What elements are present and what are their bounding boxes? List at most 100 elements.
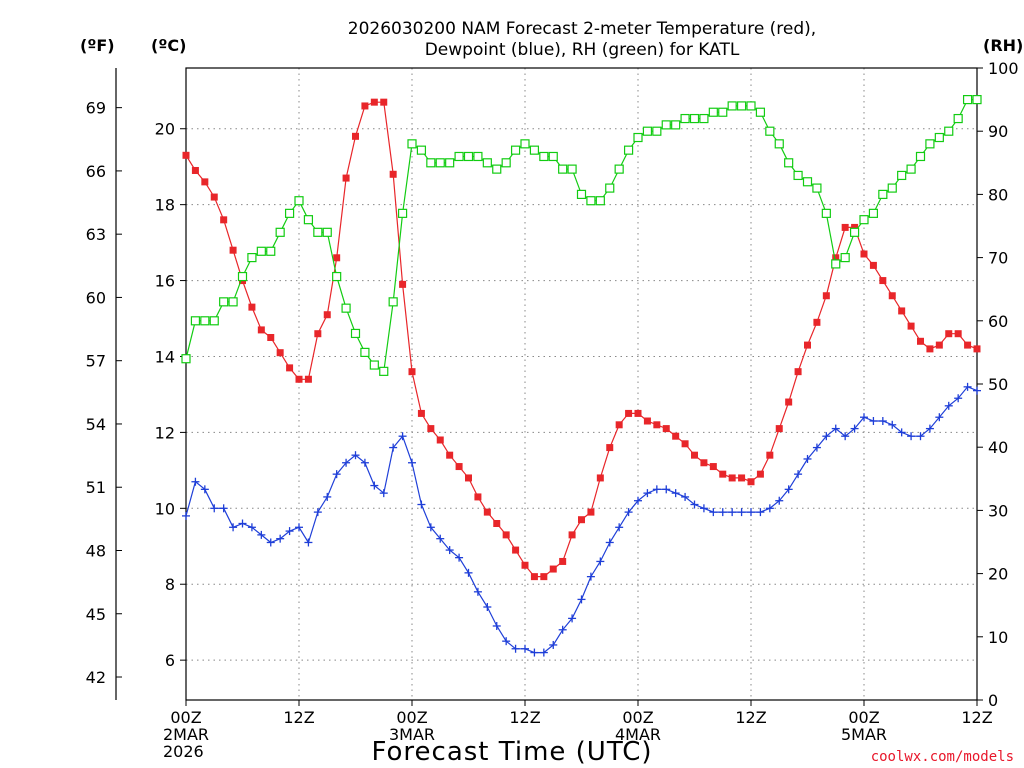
dewpoint-point bbox=[954, 394, 963, 403]
dewpoint-point bbox=[944, 401, 953, 410]
2-meter-temperature-point bbox=[559, 557, 567, 565]
dewpoint-point bbox=[973, 386, 981, 395]
dewpoint-point bbox=[841, 432, 850, 441]
x-tick-label: 12Z bbox=[735, 708, 766, 727]
2-meter-temperature-point bbox=[756, 470, 764, 478]
2-meter-temperature-point bbox=[304, 375, 312, 383]
2-meter-temperature-point bbox=[578, 516, 585, 524]
dewpoint-point bbox=[323, 492, 332, 501]
dewpoint-point bbox=[756, 508, 765, 517]
rh-point bbox=[360, 347, 370, 357]
rh-point bbox=[755, 107, 766, 117]
chart-title: 2026030200 NAM Forecast 2-meter Temperat… bbox=[348, 19, 816, 60]
2-meter-temperature-point bbox=[775, 425, 783, 433]
2-meter-temperature-point bbox=[568, 531, 576, 539]
dewpoint-point bbox=[916, 432, 925, 441]
chart-title-line-1: 2026030200 NAM Forecast 2-meter Temperat… bbox=[348, 19, 816, 39]
rh-point bbox=[294, 196, 304, 206]
dewpoint-point bbox=[728, 508, 737, 517]
2-meter-temperature-point bbox=[662, 425, 670, 433]
rh-point bbox=[350, 328, 361, 339]
rh-point bbox=[454, 151, 464, 162]
rh-point bbox=[849, 227, 860, 237]
2-meter-temperature-point bbox=[653, 421, 661, 429]
celsius-tick-label: 20 bbox=[155, 120, 175, 139]
2-meter-temperature-point bbox=[530, 573, 538, 581]
dewpoint-point bbox=[784, 485, 793, 494]
rh-point bbox=[774, 139, 784, 149]
2-meter-temperature-point bbox=[370, 98, 378, 106]
dewpoint-point bbox=[709, 508, 718, 517]
rh-point bbox=[219, 297, 229, 307]
rh-point bbox=[708, 107, 718, 117]
rh-point bbox=[614, 164, 624, 174]
rh-point bbox=[793, 170, 803, 181]
rh-point bbox=[821, 208, 831, 218]
dewpoint-point bbox=[539, 648, 548, 657]
dewpoint-point bbox=[295, 523, 303, 532]
celsius-tick-label: 6 bbox=[165, 651, 175, 670]
rh-point bbox=[529, 145, 540, 155]
dewpoint-point bbox=[605, 538, 614, 547]
2-meter-temperature-point bbox=[295, 375, 303, 383]
x-tick-label: 2026 bbox=[163, 742, 204, 761]
2-meter-temperature-point bbox=[333, 254, 341, 262]
rh-point bbox=[237, 271, 248, 282]
x-tick-label: 00Z bbox=[170, 708, 201, 727]
dewpoint-point bbox=[483, 603, 492, 612]
dewpoint-point bbox=[577, 595, 586, 604]
rh-tick-label: 100 bbox=[988, 59, 1019, 78]
rh-point bbox=[181, 354, 191, 364]
dewpoint-point bbox=[200, 485, 209, 494]
2-meter-temperature-point bbox=[813, 318, 821, 326]
x-tick-label: 5MAR bbox=[841, 725, 887, 744]
2-meter-temperature-point bbox=[973, 345, 981, 353]
2-meter-temperature-point bbox=[841, 223, 849, 231]
rh-point bbox=[510, 145, 521, 155]
x-axis-label: Forecast Time (UTC) bbox=[371, 737, 652, 767]
dewpoint-point bbox=[634, 496, 642, 505]
rh-point bbox=[868, 208, 879, 218]
rh-point bbox=[765, 126, 775, 136]
2-meter-temperature-point bbox=[954, 330, 962, 338]
rh-point bbox=[586, 196, 596, 206]
2-meter-temperature-point bbox=[427, 425, 435, 433]
dewpoint-point bbox=[332, 470, 341, 479]
2-meter-temperature-point bbox=[691, 451, 698, 459]
rh-point bbox=[680, 113, 690, 124]
dewpoint-point bbox=[285, 527, 294, 536]
dewpoint-point bbox=[360, 458, 369, 467]
2-meter-temperature-point bbox=[210, 193, 218, 201]
2-meter-temperature-point bbox=[502, 531, 510, 539]
2-meter-temperature-point bbox=[436, 436, 444, 444]
dewpoint-point bbox=[398, 432, 407, 441]
dewpoint-point bbox=[389, 443, 398, 452]
dewpoint-point bbox=[699, 504, 708, 513]
dewpoint-point bbox=[257, 530, 266, 539]
2-meter-temperature-point bbox=[709, 463, 717, 471]
2-meter-temperature-point bbox=[493, 519, 501, 527]
2-meter-temperature-point bbox=[446, 451, 454, 459]
rh-point bbox=[445, 158, 455, 168]
fahrenheit-tick-label: 54 bbox=[86, 415, 106, 434]
2-meter-temperature-point bbox=[521, 561, 529, 569]
rh-point bbox=[369, 360, 379, 370]
dewpoint-point bbox=[652, 485, 661, 494]
2-meter-temperature-point bbox=[257, 326, 265, 334]
2-meter-temperature-point bbox=[276, 349, 284, 357]
rh-tick-label: 90 bbox=[988, 122, 1008, 141]
2-meter-temperature-point bbox=[681, 440, 689, 448]
2-meter-temperature-point bbox=[719, 470, 727, 478]
2-meter-temperature-point bbox=[794, 368, 802, 376]
celsius-tick-label: 18 bbox=[155, 196, 175, 215]
dewpoint-point bbox=[370, 481, 379, 490]
rh-point bbox=[878, 189, 888, 199]
dewpoint-point bbox=[210, 504, 219, 513]
rh-tick-label: 70 bbox=[988, 249, 1008, 268]
dewpoint-point bbox=[935, 413, 944, 422]
dewpoint-point bbox=[860, 413, 868, 422]
2-meter-temperature-point bbox=[700, 459, 708, 467]
rh-point bbox=[784, 158, 794, 168]
rh-point bbox=[962, 94, 973, 105]
